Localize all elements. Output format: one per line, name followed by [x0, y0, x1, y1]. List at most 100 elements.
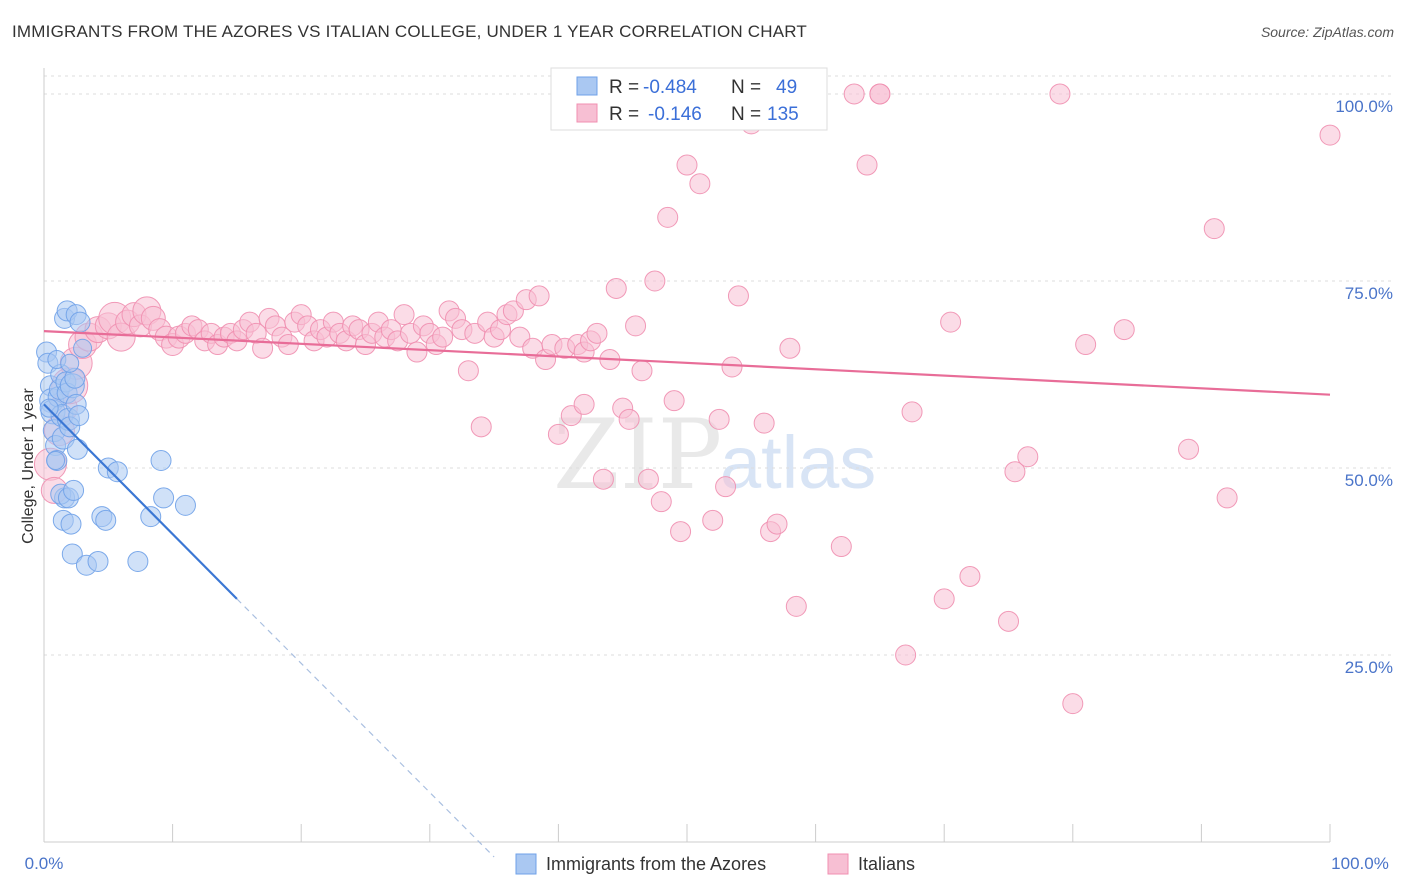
italians-point-86: [592, 468, 614, 490]
italians-point-124: [1017, 446, 1039, 468]
stats-n-label-italians: N =: [731, 104, 761, 125]
italians-point-97: [670, 521, 692, 543]
italians-point-67: [470, 416, 492, 438]
azores-point-30: [60, 513, 82, 535]
italians-point-133: [869, 83, 891, 105]
italians-point-102: [715, 476, 737, 498]
stats-legend-swatch-azores: [576, 76, 598, 96]
points-layer: [33, 83, 1341, 715]
azores-point-38: [106, 461, 128, 483]
stats-r-label-azores: R =: [609, 77, 639, 98]
italians-point-104: [727, 285, 749, 307]
italians-point-103: [721, 356, 743, 378]
italians-point-131: [1216, 487, 1238, 509]
italians-point-61: [432, 326, 454, 348]
italians-point-88: [605, 277, 627, 299]
italians-point-113: [843, 83, 865, 105]
azores-point-40: [140, 506, 162, 528]
x-tick-label-1: 100.0%: [1331, 854, 1389, 873]
y-tick-label-0: 100.0%: [1335, 97, 1393, 116]
azores-point-31: [63, 479, 85, 501]
italians-point-55: [393, 304, 415, 326]
ytick-layer: 100.0% 75.0% 50.0% 25.0%: [1335, 97, 1393, 677]
stats-r-value-italians: -0.146: [648, 104, 702, 125]
legend-label-italians: Italians: [858, 854, 915, 874]
azores-point-34: [87, 550, 109, 572]
azores-point-32: [61, 543, 83, 565]
azores-point-26: [69, 311, 91, 333]
stats-n-value-azores: 49: [776, 77, 797, 98]
stats-legend: R = -0.484 N = 49 R = -0.146 N = 135: [550, 67, 828, 131]
italians-point-134: [573, 393, 595, 415]
azores-point-21: [66, 438, 88, 460]
italians-point-114: [830, 536, 852, 558]
y-axis-label: College, Under 1 year: [20, 388, 37, 544]
chart-title: IMMIGRANTS FROM THE AZORES VS ITALIAN CO…: [12, 22, 808, 41]
stats-r-value-azores: -0.484: [643, 77, 697, 98]
italians-point-119: [933, 588, 955, 610]
italians-point-100: [702, 509, 724, 531]
italians-trendline: [43, 329, 1331, 396]
italians-point-96: [663, 390, 685, 412]
azores-point-43: [174, 494, 196, 516]
y-tick-label-2: 50.0%: [1345, 471, 1393, 490]
italians-point-117: [895, 644, 917, 666]
italians-point-76: [528, 285, 550, 307]
italians-point-99: [689, 173, 711, 195]
azores-point-42: [153, 487, 175, 509]
italians-point-85: [586, 322, 608, 344]
italians-point-91: [625, 315, 647, 337]
italians-point-33: [252, 337, 274, 359]
azores-point-46: [60, 353, 80, 373]
italians-point-128: [1113, 319, 1135, 341]
italians-point-107: [753, 412, 775, 434]
watermark-atlas: atlas: [720, 421, 876, 504]
azores-trendline: [43, 403, 238, 600]
italians-point-95: [650, 491, 672, 513]
y-tick-label-1: 75.0%: [1345, 284, 1393, 303]
azores-point-41: [150, 450, 172, 471]
italians-point-90: [618, 408, 640, 430]
italians-point-132: [1319, 124, 1341, 146]
stats-legend-swatch-italians: [576, 103, 598, 123]
chart-source: Source: ZipAtlas.com: [1260, 24, 1394, 40]
italians-point-130: [1203, 218, 1225, 240]
legend-swatch-italians: [827, 853, 849, 875]
italians-point-127: [1075, 334, 1097, 356]
azores-point-47: [73, 338, 93, 358]
azores-point-36: [95, 509, 117, 531]
italians-point-118: [901, 401, 923, 423]
italians-point-57: [406, 341, 428, 363]
italians-point-109: [766, 513, 788, 535]
italians-point-94: [644, 270, 666, 292]
azores-point-22: [68, 405, 90, 427]
italians-point-120: [940, 311, 962, 333]
stats-n-label-azores: N =: [731, 77, 761, 98]
legend-swatch-azores: [515, 853, 537, 875]
azores-point-39: [127, 550, 149, 572]
italians-point-129: [1178, 438, 1200, 460]
italians-point-110: [779, 337, 801, 359]
italians-point-98: [676, 154, 698, 176]
x-tick-label-0: 0.0%: [25, 854, 64, 873]
stats-n-value-italians: 135: [767, 104, 799, 125]
azores-trendline-extension: [236, 598, 495, 858]
legend-label-azores: Immigrants from the Azores: [546, 854, 766, 874]
italians-point-122: [998, 610, 1019, 632]
azores-point-44: [46, 451, 66, 470]
italians-point-123: [1004, 461, 1026, 483]
y-tick-label-3: 25.0%: [1345, 658, 1393, 677]
italians-point-115: [856, 154, 878, 176]
italians-point-92: [631, 360, 653, 382]
italians-point-126: [1062, 693, 1084, 715]
italians-point-111: [785, 595, 807, 617]
italians-point-65: [457, 360, 479, 382]
trend-layer: [43, 329, 1331, 858]
italians-point-79: [547, 423, 569, 445]
bottom-legend: Immigrants from the Azores Italians: [515, 853, 915, 875]
italians-point-101: [708, 408, 730, 430]
italians-point-112: [657, 206, 679, 228]
italians-point-125: [1049, 83, 1071, 105]
